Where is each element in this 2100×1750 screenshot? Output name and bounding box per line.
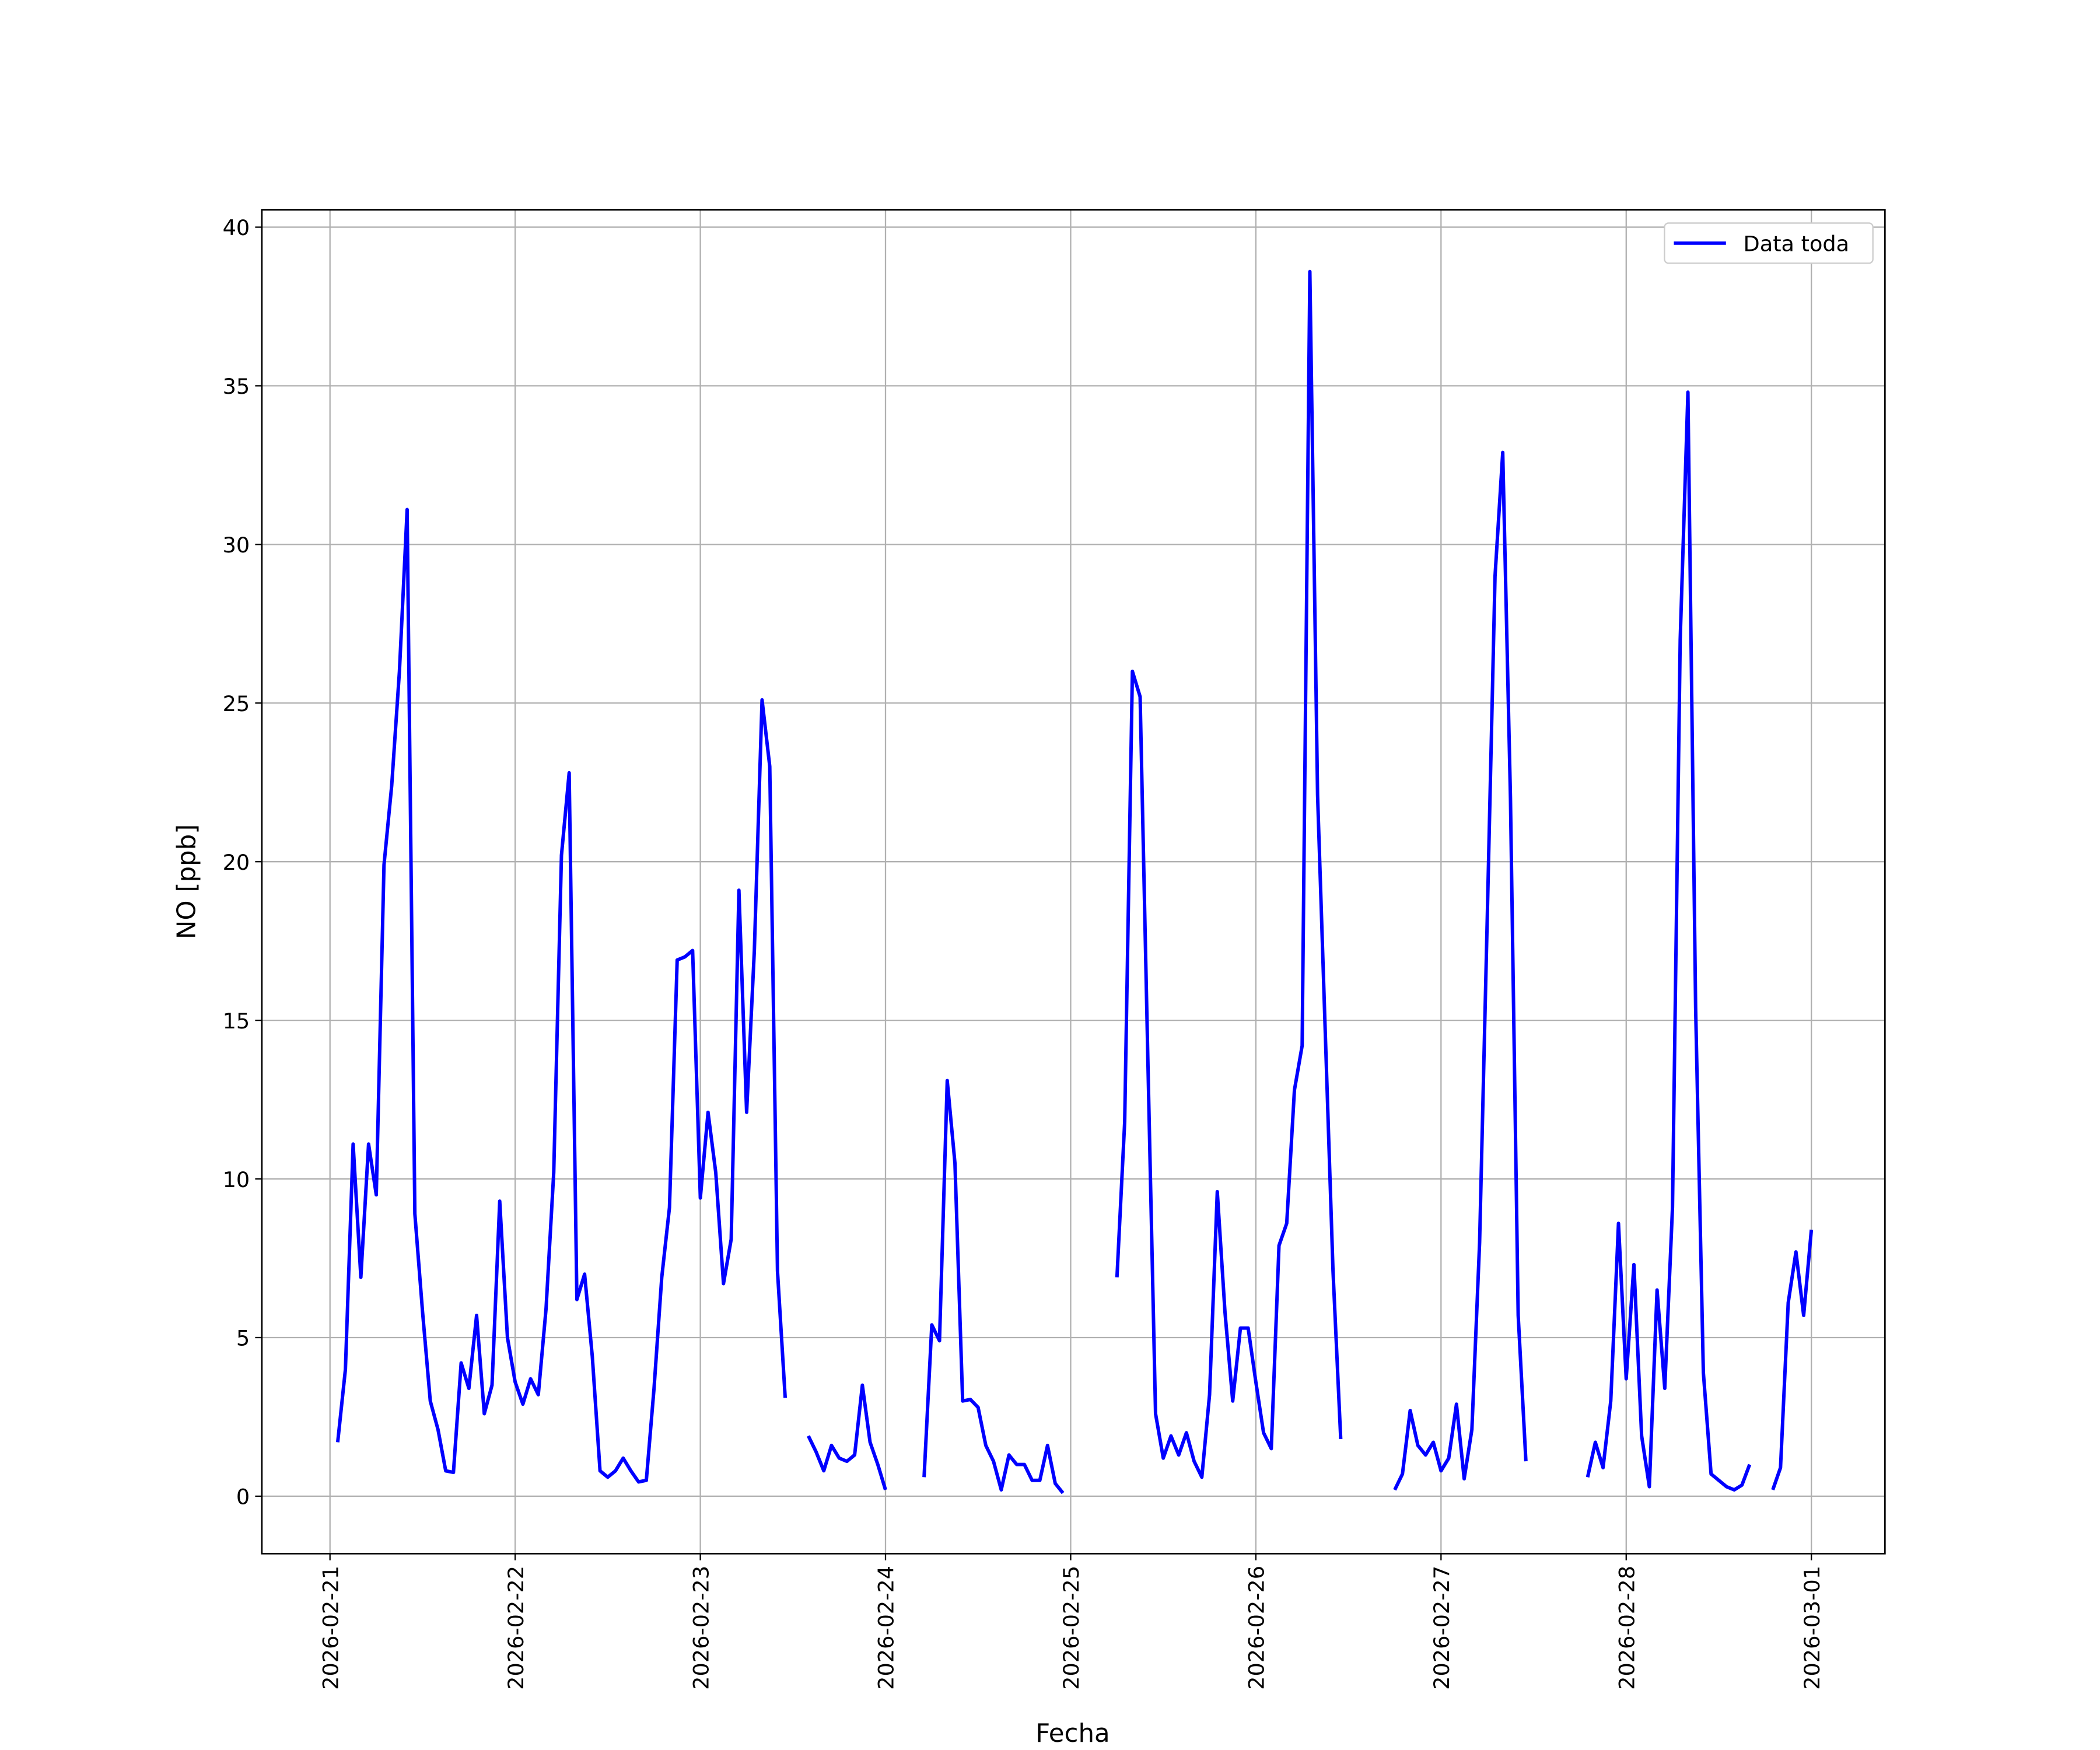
y-tick-label: 5 bbox=[236, 1326, 250, 1351]
y-axis-label: NO [ppb] bbox=[172, 824, 201, 939]
x-tick-label: 2026-02-27 bbox=[1429, 1566, 1454, 1690]
plot-frame bbox=[261, 209, 1886, 1555]
x-tick-label: 2026-03-01 bbox=[1800, 1566, 1825, 1690]
data-line bbox=[335, 270, 1814, 1494]
x-tick-label: 2026-02-25 bbox=[1059, 1566, 1084, 1690]
x-tick-label: 2026-02-26 bbox=[1244, 1566, 1269, 1690]
y-tick-label: 0 bbox=[236, 1485, 250, 1510]
y-tick-label: 30 bbox=[223, 533, 250, 558]
y-tick-label: 10 bbox=[223, 1167, 250, 1192]
y-tick-label: 35 bbox=[223, 374, 250, 399]
x-axis-label: Fecha bbox=[1035, 1719, 1110, 1748]
x-tick-label: 2026-02-22 bbox=[503, 1566, 528, 1690]
x-tick-label: 2026-02-28 bbox=[1615, 1566, 1640, 1690]
legend-box bbox=[1664, 222, 1874, 264]
x-tick-label: 2026-02-23 bbox=[688, 1566, 713, 1690]
x-tick-label: 2026-02-24 bbox=[874, 1566, 899, 1690]
y-tick-label: 15 bbox=[223, 1009, 250, 1034]
y-tick-label: 20 bbox=[223, 850, 250, 875]
legend: Data toda bbox=[1664, 222, 1874, 264]
legend-label: Data toda bbox=[1744, 232, 1850, 257]
y-tick-label: 25 bbox=[223, 691, 250, 716]
x-tick-label: 2026-02-21 bbox=[318, 1566, 343, 1690]
y-tick-label: 40 bbox=[223, 215, 250, 240]
